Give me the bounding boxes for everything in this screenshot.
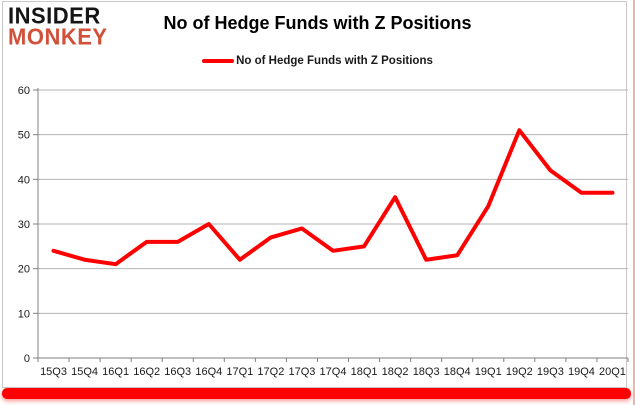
x-tick-label: 17Q2 — [257, 366, 284, 378]
logo-line1: INSIDER — [8, 2, 101, 29]
chart-card — [2, 1, 627, 388]
x-tick-label: 15Q3 — [40, 366, 67, 378]
page-edge-border — [633, 0, 635, 405]
x-tick-label: 20Q1 — [599, 366, 626, 378]
x-tick-label: 17Q4 — [320, 366, 347, 378]
series-line — [51, 128, 615, 267]
x-tick-label: 16Q2 — [133, 366, 160, 378]
legend: No of Hedge Funds with Z Positions — [0, 55, 635, 67]
insider-monkey-logo: INSIDER MONKEY — [8, 2, 108, 50]
chart-title: No of Hedge Funds with Z Positions — [163, 13, 472, 33]
x-tick-label: 17Q3 — [288, 366, 315, 378]
x-tick-label: 16Q1 — [102, 366, 129, 378]
x-tick-label: 18Q2 — [382, 366, 409, 378]
x-tick-label: 19Q4 — [568, 366, 595, 378]
x-tick-label: 17Q1 — [226, 366, 253, 378]
x-tick-label: 18Q4 — [444, 366, 471, 378]
x-tick-label: 19Q3 — [537, 366, 564, 378]
x-tick-label: 16Q3 — [164, 366, 191, 378]
bottom-accent-bar — [2, 388, 631, 399]
y-tick-label: 50 — [18, 130, 30, 142]
legend-label: No of Hedge Funds with Z Positions — [236, 55, 433, 67]
y-tick-label: 10 — [18, 308, 30, 320]
chart-svg: 0 10 20 30 40 50 60 15Q3 15Q4 16Q1 16Q2 16Q3 16Q4 17Q… — [18, 85, 629, 378]
x-tick-label: 18Q1 — [351, 366, 378, 378]
y-tick-label: 20 — [18, 264, 30, 276]
x-tick-label: 19Q2 — [506, 366, 533, 378]
x-tick-label: 16Q4 — [195, 366, 222, 378]
y-tick-label: 30 — [18, 219, 30, 231]
y-tick-label: 60 — [18, 85, 30, 97]
y-tick-label: 0 — [24, 353, 30, 365]
y-tick-label: 40 — [18, 174, 30, 186]
x-tick-label: 19Q1 — [475, 366, 502, 378]
chart-area: 0 10 20 30 40 50 60 15Q3 15Q4 16Q1 16Q2 16Q3 16Q4 17Q… — [0, 78, 635, 378]
logo-line2: MONKEY — [8, 23, 108, 50]
legend-line-swatch — [202, 59, 235, 63]
x-tick-label: 15Q4 — [71, 366, 98, 378]
x-tick-label: 18Q3 — [413, 366, 440, 378]
